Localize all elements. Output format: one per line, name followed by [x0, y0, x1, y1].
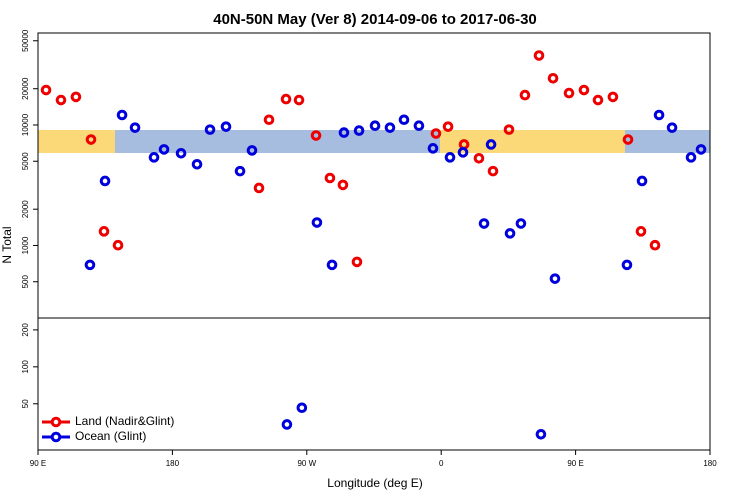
point [311, 217, 323, 228]
point [444, 152, 456, 163]
point [635, 226, 647, 237]
point [695, 144, 707, 155]
point [246, 145, 258, 156]
legend-label: Ocean (Glint) [75, 429, 146, 443]
point [478, 218, 490, 229]
point [220, 121, 232, 132]
legend-marker [50, 416, 62, 428]
point [293, 94, 305, 106]
point [384, 122, 396, 133]
y-tick-label: 50 [21, 399, 30, 408]
point [351, 256, 363, 268]
land-strip [440, 130, 625, 153]
point [666, 122, 678, 133]
point [112, 239, 124, 251]
land-strip [38, 130, 115, 153]
point [310, 130, 322, 141]
point [515, 218, 527, 229]
point [98, 226, 110, 237]
point [685, 152, 697, 163]
point [398, 114, 410, 126]
y-tick-label: 500 [21, 275, 30, 289]
point [263, 114, 275, 126]
chart-title: 40N-50N May (Ver 8) 2014-09-06 to 2017-0… [213, 11, 537, 28]
point [337, 179, 349, 191]
point [324, 172, 336, 184]
point [592, 94, 604, 106]
point [533, 50, 545, 61]
y-tick-label: 1000 [21, 236, 30, 254]
point [547, 73, 559, 84]
legend-label: Land (Nadir&Glint) [75, 414, 174, 428]
x-tick-label: 90 E [30, 459, 46, 468]
point [253, 182, 265, 194]
point [204, 124, 216, 135]
point [473, 152, 485, 164]
x-tick-label: 180 [703, 459, 717, 468]
point [281, 419, 293, 430]
y-tick-label: 50000 [21, 29, 30, 52]
y-tick-label: 100 [21, 360, 30, 374]
point [578, 84, 590, 96]
point [148, 152, 160, 163]
point [116, 109, 128, 121]
point [55, 94, 67, 106]
point [280, 93, 292, 105]
y-tick-label: 10000 [21, 113, 30, 136]
x-axis-label: Longitude (deg E) [327, 476, 422, 490]
map-band [38, 130, 710, 153]
point [649, 239, 661, 251]
point [175, 148, 187, 159]
point [457, 147, 469, 158]
point [485, 139, 497, 150]
point [413, 120, 425, 132]
x-tick-label: 0 [439, 459, 444, 468]
point [99, 175, 111, 187]
point [234, 165, 246, 177]
point [519, 89, 531, 101]
point [622, 134, 634, 145]
y-axis-label: N Total [0, 226, 14, 263]
point [191, 158, 203, 170]
point [85, 134, 97, 145]
legend-marker [50, 431, 62, 443]
y-tick-label: 20000 [21, 77, 30, 100]
point [129, 122, 141, 133]
point [503, 124, 515, 135]
point [427, 143, 439, 154]
point [369, 120, 381, 132]
point [653, 109, 665, 121]
point [636, 175, 648, 187]
point [563, 87, 575, 99]
point [535, 428, 547, 440]
x-tick-label: 90 E [567, 459, 583, 468]
x-tick-label: 90 W [297, 459, 316, 468]
point [326, 259, 338, 271]
y-tick-label: 2000 [21, 200, 30, 218]
point [70, 91, 82, 103]
point [296, 402, 308, 414]
point [607, 91, 619, 103]
point [353, 125, 365, 136]
point [549, 273, 561, 284]
y-tick-label: 200 [21, 323, 30, 337]
point [40, 84, 52, 96]
ocean-strip [115, 130, 440, 153]
x-tick-label: 180 [166, 459, 180, 468]
plot-frame [37, 32, 711, 451]
point [84, 259, 96, 271]
point [621, 259, 633, 271]
y-tick-label: 5000 [21, 152, 30, 170]
ocean-strip [625, 130, 710, 153]
point [430, 128, 442, 139]
point [338, 127, 350, 138]
point [504, 228, 516, 239]
point [442, 121, 454, 132]
point [158, 144, 170, 155]
point [487, 165, 499, 177]
